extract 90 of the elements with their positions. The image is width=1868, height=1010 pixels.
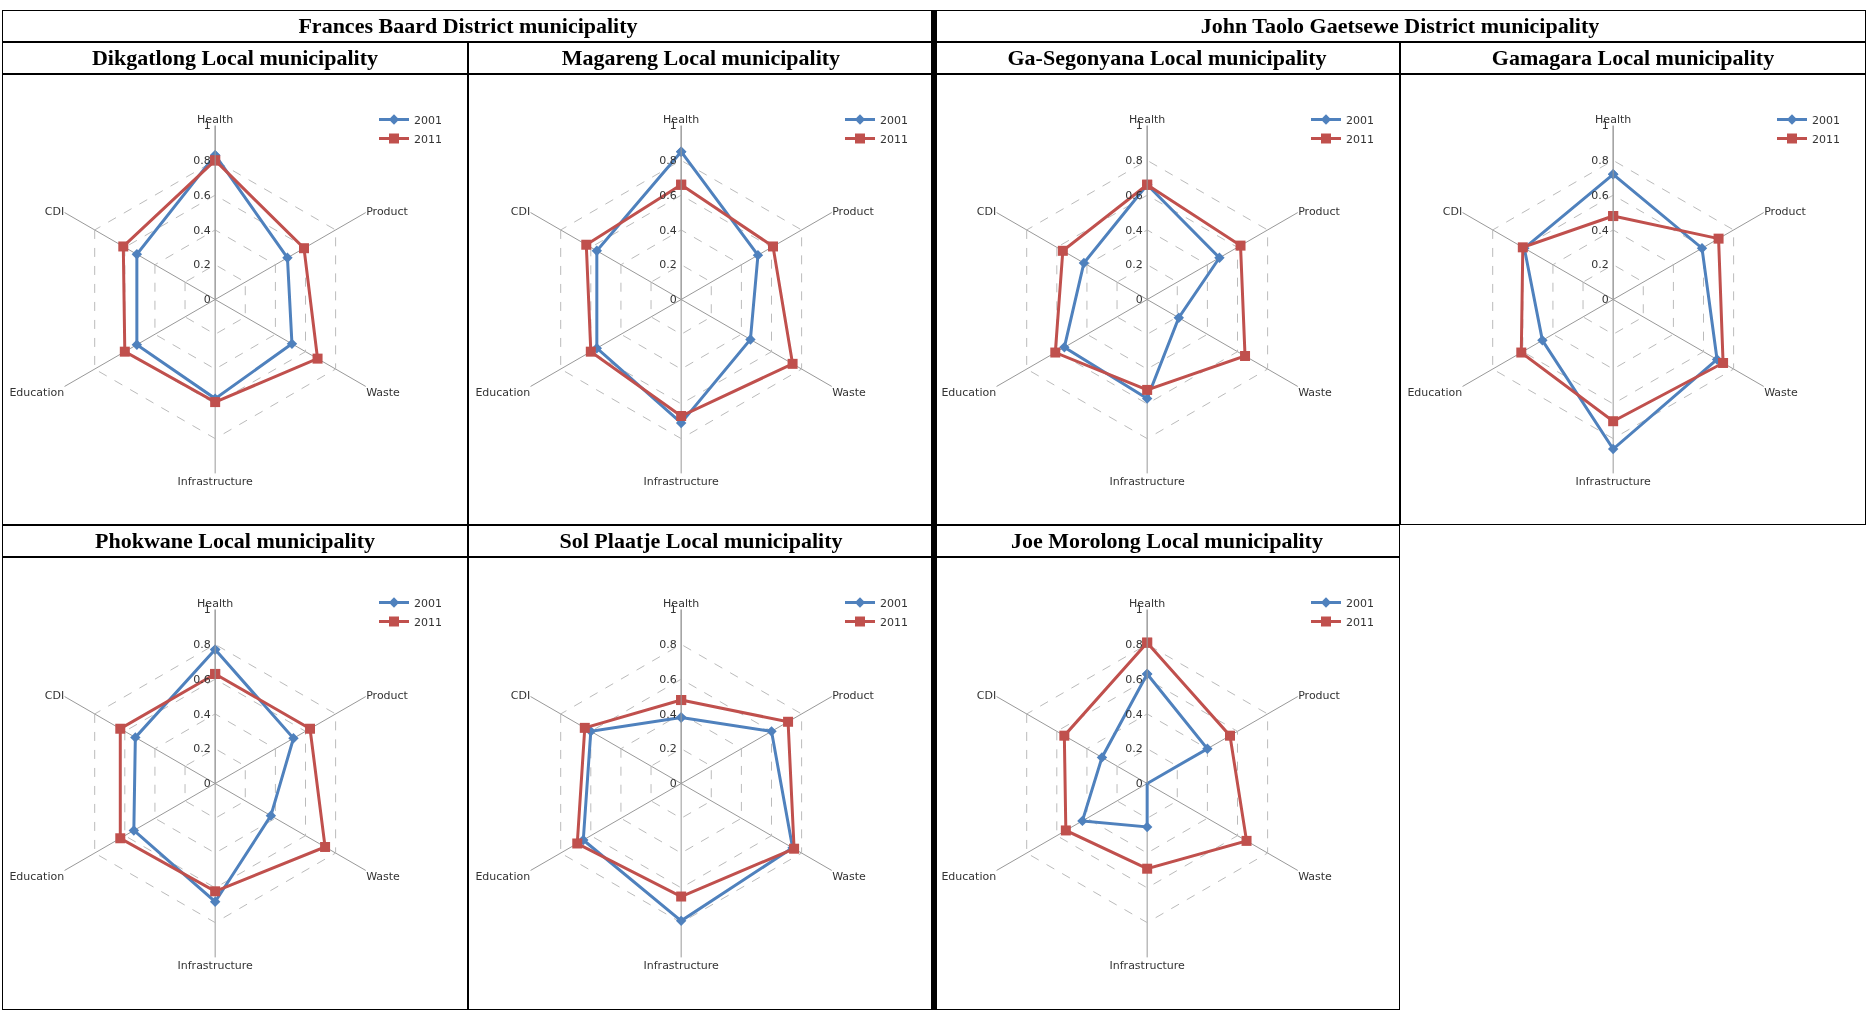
y-tick-label: 0.4 (193, 223, 211, 237)
spoke-label: CDI (510, 688, 531, 702)
spoke-label: Waste (1298, 385, 1333, 399)
legend-label: 2001 (1812, 113, 1840, 127)
chart-title: Joe Morolong Local municipality (934, 525, 1400, 557)
y-tick-label: 0.8 (1125, 637, 1143, 651)
spoke-label: CDI (44, 204, 65, 218)
y-tick-label: 0.2 (1591, 258, 1609, 272)
chart-title: Phokwane Local municipality (2, 525, 468, 557)
y-tick-label: 0.6 (1125, 188, 1143, 202)
spoke-label: CDI (1442, 204, 1463, 218)
y-tick-label: 0.8 (193, 153, 211, 167)
spoke-label: Waste (832, 869, 867, 883)
y-tick-label: 0.8 (193, 637, 211, 651)
legend-label: 2001 (1346, 596, 1374, 610)
y-tick-label: 0 (203, 777, 211, 791)
legend-label: 2001 (414, 113, 442, 127)
y-tick-label: 0.2 (659, 742, 677, 756)
y-tick-label: 0.4 (659, 707, 677, 721)
chart-title: Magareng Local municipality (468, 42, 934, 74)
y-tick-label: 0 (1601, 293, 1609, 307)
legend-label: 2011 (1346, 132, 1374, 146)
y-tick-label: 0.4 (193, 707, 211, 721)
spoke-label: Education (941, 869, 997, 883)
spoke-label: Infrastructure (1575, 474, 1652, 488)
spoke-label: Infrastructure (643, 958, 720, 972)
spoke-label: Education (941, 385, 997, 399)
spoke-label: Infrastructure (1109, 474, 1186, 488)
y-tick-label: 0.2 (1125, 742, 1143, 756)
legend-label: 2011 (414, 615, 442, 629)
y-tick-label: 0.8 (1125, 153, 1143, 167)
y-tick-label: 0.4 (1125, 223, 1143, 237)
spoke-label: Product (366, 204, 409, 218)
spoke-label: Education (475, 385, 531, 399)
spoke-label: CDI (44, 688, 65, 702)
spoke-label: Infrastructure (177, 958, 254, 972)
spoke-label: Waste (832, 385, 867, 399)
y-tick-label: 0.2 (193, 258, 211, 272)
chart-title: Dikgatlong Local municipality (2, 42, 468, 74)
spoke-label: Infrastructure (1109, 958, 1186, 972)
spoke-label: Education (9, 385, 65, 399)
chart-title: Ga-Segonyana Local municipality (934, 42, 1400, 74)
y-tick-label: 0 (1135, 293, 1143, 307)
spoke-label: Product (1764, 204, 1807, 218)
spoke-label: Infrastructure (643, 474, 720, 488)
spoke-label: Waste (366, 869, 401, 883)
legend-label: 2001 (880, 113, 908, 127)
chart-subtitle: John Taolo Gaetsewe District municipality (934, 10, 1866, 42)
chart-title: Gamagara Local municipality (1400, 42, 1866, 74)
spoke-label: Product (832, 204, 875, 218)
spoke-label: Product (832, 688, 875, 702)
y-tick-label: 0.2 (193, 742, 211, 756)
y-tick-label: 0 (669, 777, 677, 791)
legend-label: 2001 (1346, 113, 1374, 127)
y-tick-label: 0 (203, 293, 211, 307)
y-tick-label: 0.6 (1591, 188, 1609, 202)
legend-label: 2011 (1346, 615, 1374, 629)
legend-label: 2011 (880, 132, 908, 146)
legend-label: 2011 (880, 615, 908, 629)
spoke-label: Product (1298, 204, 1341, 218)
spoke-label: CDI (976, 688, 997, 702)
spoke-label: Education (9, 869, 65, 883)
y-tick-label: 0.6 (1125, 672, 1143, 686)
legend-label: 2011 (414, 132, 442, 146)
spoke-label: Waste (1298, 869, 1333, 883)
y-tick-label: 0.6 (659, 672, 677, 686)
y-tick-label: 0.4 (659, 223, 677, 237)
spoke-label: Education (1407, 385, 1463, 399)
legend-label: 2001 (414, 596, 442, 610)
spoke-label: Waste (366, 385, 401, 399)
chart-title: Sol Plaatje Local municipality (468, 525, 934, 557)
spoke-label: Product (1298, 688, 1341, 702)
spoke-label: CDI (976, 204, 997, 218)
y-tick-label: 0.4 (1125, 707, 1143, 721)
y-tick-label: 0.2 (1125, 258, 1143, 272)
y-tick-label: 0.4 (1591, 223, 1609, 237)
y-tick-label: 0.8 (659, 637, 677, 651)
spoke-label: Waste (1764, 385, 1799, 399)
y-tick-label: 0 (669, 293, 677, 307)
spoke-label: Education (475, 869, 531, 883)
y-tick-label: 0.6 (193, 188, 211, 202)
legend-label: 2001 (880, 596, 908, 610)
y-tick-label: 0.2 (659, 258, 677, 272)
spoke-label: CDI (510, 204, 531, 218)
spoke-label: Infrastructure (177, 474, 254, 488)
spoke-label: Product (366, 688, 409, 702)
y-tick-label: 0 (1135, 777, 1143, 791)
legend-label: 2011 (1812, 132, 1840, 146)
chart-subtitle: Frances Baard District municipality (2, 10, 934, 42)
y-tick-label: 0.8 (1591, 153, 1609, 167)
